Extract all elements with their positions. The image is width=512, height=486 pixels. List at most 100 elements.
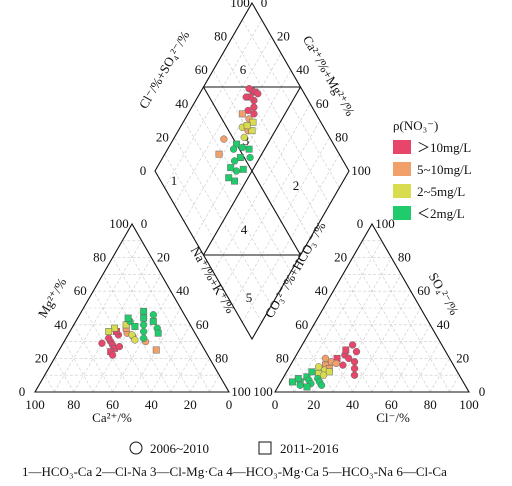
- grid-line: [170, 341, 201, 393]
- cation-left-tick: 100: [109, 216, 129, 231]
- cation-point-square: [149, 317, 157, 325]
- anion-triangle-frame: [274, 222, 470, 393]
- anion-bottom-tick: 0: [272, 397, 279, 412]
- diamond-point-square: [245, 145, 253, 153]
- period-legend-label-a: 2006~2010: [150, 441, 209, 456]
- cation-bottom-axis-label: Ca²⁺/%: [92, 410, 132, 425]
- anion-right-tick: 80: [398, 250, 411, 265]
- legend-title: ρ(NO₃⁻): [393, 118, 438, 133]
- grid-line: [410, 341, 441, 393]
- diamond-point-square: [243, 122, 251, 130]
- legend: ρ(NO₃⁻) ＞10mg/L 5~10mg/L 2~5mg/L ＜2mg/L: [393, 118, 472, 221]
- diamond-upper-left-tick: 40: [175, 96, 188, 111]
- diamond-upper-right-tick: 20: [277, 29, 290, 44]
- legend-label-lt2: ＜2mg/L: [417, 206, 465, 221]
- cation-point-circle: [149, 311, 157, 319]
- diamond-point-circle: [220, 135, 228, 143]
- anion-point-circle: [350, 371, 359, 379]
- anion-point-square: [294, 375, 302, 383]
- grid-line: [294, 240, 382, 393]
- diamond-upper-left-tick: 80: [214, 29, 227, 44]
- grid-line: [54, 358, 75, 393]
- grid-line: [313, 324, 353, 393]
- grid-line: [332, 291, 392, 393]
- cation-point-circle: [131, 336, 139, 344]
- anion-left-tick: 80: [276, 350, 289, 365]
- cation-right-tick: 80: [215, 350, 228, 365]
- cation-right-tick: 60: [196, 317, 209, 332]
- cation-left-axis-label: Mg²⁺/%: [35, 275, 70, 320]
- anion-left-tick: 100: [253, 384, 273, 399]
- anion-right-tick: 40: [437, 317, 450, 332]
- cation-point-circle: [139, 334, 148, 342]
- diamond-point-square: [231, 177, 238, 185]
- grid-line: [429, 358, 450, 393]
- zone-label-1: 1: [171, 173, 178, 188]
- anion-bottom-tick: 60: [385, 397, 398, 412]
- cation-point-square: [140, 307, 148, 315]
- anion-right-tick: 60: [417, 283, 430, 298]
- cation-bottom-tick: 40: [145, 397, 158, 412]
- cation-bottom-tick: 0: [226, 397, 233, 412]
- anion-point-circle: [317, 381, 326, 389]
- cation-left-tick: 20: [35, 350, 48, 365]
- grid-line: [371, 307, 421, 393]
- grid-line: [92, 291, 152, 393]
- diamond-point-circle: [229, 145, 238, 153]
- grid-line: [122, 240, 210, 393]
- cation-point-circle: [139, 327, 148, 336]
- diamond-point-square: [236, 154, 244, 162]
- diamond-upper-right-tick: 0: [261, 0, 268, 10]
- cation-point-circle: [115, 342, 124, 351]
- period-legend-square-icon: [258, 441, 272, 455]
- cation-bottom-tick: 100: [25, 397, 45, 412]
- anion-point-circle: [296, 381, 304, 389]
- anion-point-square: [303, 383, 311, 391]
- anion-right-tick: 0: [479, 384, 486, 399]
- anion-left-axis-label: CO₃²⁻/%+HCO₃⁻/%: [262, 219, 329, 321]
- anion-right-axis-label: SO₄²⁻/%: [426, 270, 462, 318]
- legend-swatch-lt2: [393, 206, 411, 220]
- anion-point-circle: [321, 354, 330, 363]
- diamond-upper-left-tick: 20: [156, 129, 169, 144]
- cation-bottom-tick: 20: [184, 397, 197, 412]
- diamond-point-circle: [245, 85, 253, 93]
- data-points: [98, 85, 361, 391]
- legend-label-gt10: ＞10mg/L: [417, 140, 471, 155]
- anion-left-tick: 60: [295, 317, 308, 332]
- cation-left-tick: 0: [19, 384, 26, 399]
- anion-point-circle: [332, 359, 340, 368]
- anion-bottom-axis-label: Cl⁻/%: [376, 410, 410, 425]
- grid-line: [362, 240, 450, 393]
- diagram-frames: [34, 1, 470, 393]
- grid-line: [73, 324, 113, 393]
- diamond-point-circle: [254, 90, 262, 98]
- legend-label-2to5: 2~5mg/L: [417, 184, 465, 199]
- diamond-point-square: [225, 174, 233, 182]
- grid-line: [131, 307, 181, 393]
- anion-bottom-tick: 20: [307, 397, 320, 412]
- diamond-point-circle: [230, 157, 239, 165]
- diamond-upper-right-tick: 60: [316, 96, 329, 111]
- diamond-point-square: [227, 164, 235, 172]
- anion-left-tick: 20: [334, 250, 347, 265]
- cation-left-tick: 40: [54, 317, 67, 332]
- cation-right-tick: 40: [176, 283, 189, 298]
- cation-point-square: [105, 328, 113, 335]
- diamond-point-circle: [242, 93, 250, 101]
- zone-line-diag2: [203, 86, 301, 256]
- grid-line: [83, 307, 133, 393]
- diamond-upper-left-tick: 0: [140, 163, 147, 178]
- cation-point-square: [131, 323, 139, 330]
- diamond-upper-right-tick: 40: [296, 62, 309, 77]
- anion-point-square: [308, 368, 316, 376]
- zone-label-2: 2: [293, 178, 300, 193]
- cation-left-tick: 60: [74, 283, 87, 298]
- anion-bottom-tick: 100: [459, 397, 479, 412]
- period-legend-label-b: 2011~2016: [280, 441, 339, 456]
- grid-line: [284, 375, 295, 393]
- grid-line: [151, 324, 191, 393]
- anion-right-tick: 100: [375, 216, 395, 231]
- cation-point-circle: [98, 339, 106, 347]
